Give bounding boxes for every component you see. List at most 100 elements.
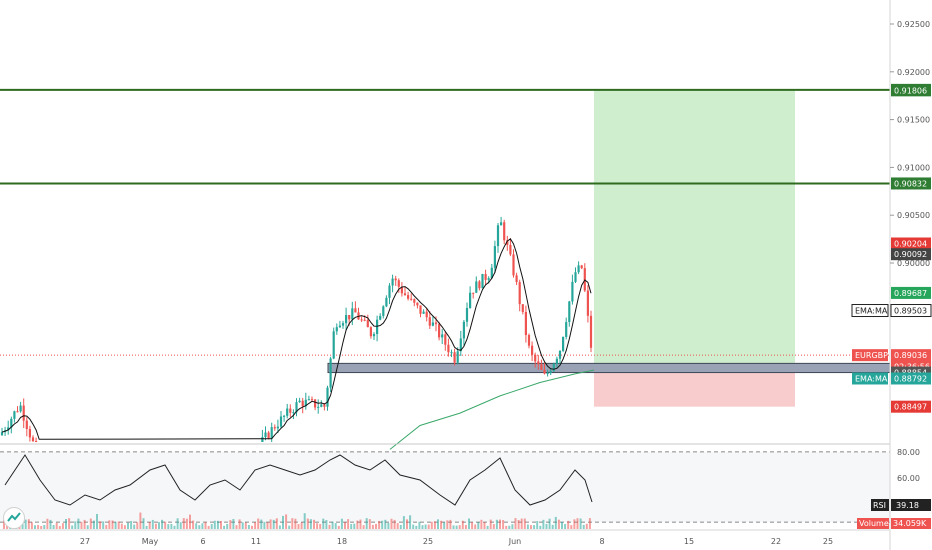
volume-bar	[108, 520, 111, 529]
volume-bar	[396, 523, 399, 529]
volume-bar	[337, 525, 340, 529]
volume-bar	[313, 519, 315, 529]
price-label-value: 0.89036	[894, 351, 927, 360]
volume-bar	[461, 520, 464, 529]
volume-bar	[303, 513, 306, 529]
candle-body	[469, 292, 472, 309]
ma-line	[389, 369, 595, 450]
volume-bar	[551, 524, 554, 529]
candle-body	[341, 323, 345, 326]
volume-bar	[120, 523, 123, 529]
price-label-prefix: EURGBP	[855, 351, 888, 360]
rsi-value-tag: RSI 39.18	[871, 499, 931, 511]
price-label-bg	[890, 304, 932, 318]
volume-bar	[207, 525, 210, 529]
volume-bar	[483, 522, 486, 529]
volume-bar	[161, 519, 164, 529]
volume-bar	[154, 523, 157, 529]
candle-body	[394, 278, 397, 281]
candle-body	[546, 373, 549, 375]
volume-bar	[251, 525, 253, 529]
candle-body	[450, 352, 453, 354]
volume-bar	[34, 525, 36, 529]
rsi-label-bg	[871, 499, 889, 511]
volume-bar	[297, 523, 300, 529]
price-label-value: 0.88792	[894, 374, 927, 383]
price-label: 0.90832	[891, 177, 931, 190]
volume-bar	[517, 520, 520, 529]
candle-body	[586, 290, 589, 316]
volume-bar	[474, 524, 477, 529]
price-label: EMA:MA 0.89503	[851, 304, 932, 318]
volume-bar	[340, 518, 343, 529]
price-axis[interactable]: 0.92500 0.92000 0.91500 0.91000 0.90500 0.900…	[889, 0, 930, 550]
volume-bar	[539, 525, 542, 529]
horizontal-levels[interactable]	[0, 88, 891, 374]
support-zone	[327, 362, 891, 374]
candle-body	[413, 299, 416, 303]
candle-body	[571, 281, 574, 302]
volume-bar	[294, 518, 297, 529]
time-axis[interactable]: 27 May 6 11 18 25 Jun 8 15 22 25	[0, 529, 890, 546]
price-label-prefix-bg	[852, 372, 888, 385]
volume-bar	[362, 525, 365, 529]
volume-bar	[61, 523, 64, 529]
price-tick-label: 0.92000	[897, 68, 930, 77]
price-label-prefix: EMA:MA	[855, 374, 888, 383]
volume-bar	[139, 512, 142, 529]
volume-bar	[220, 520, 222, 529]
candle-body	[515, 275, 518, 283]
candle-body	[292, 412, 295, 414]
candle-body	[428, 317, 431, 326]
volume-bar	[548, 518, 551, 529]
volume-bar	[151, 519, 154, 529]
volume-bar	[399, 524, 402, 529]
candle-body	[558, 350, 562, 359]
rsi-value: 39.18	[896, 501, 919, 510]
volume-bar	[409, 515, 412, 529]
volume-bar	[136, 522, 139, 529]
volume-bar	[347, 519, 350, 529]
volume-bar	[111, 520, 114, 529]
volume-bar	[384, 519, 387, 529]
price-label-bg	[891, 177, 931, 190]
volume-bar	[226, 523, 229, 529]
price-labels: 0.918110.918060.908320.902040.900920.896…	[851, 83, 932, 529]
candle-body	[28, 428, 31, 438]
candle-body	[462, 321, 465, 339]
candle-body	[314, 399, 317, 408]
long-position-tool[interactable]	[594, 90, 795, 407]
candle-body	[506, 240, 509, 245]
volume-bar	[30, 522, 33, 529]
price-label: 0.89687	[891, 286, 931, 299]
rsi-tick-label: 80.00	[897, 448, 920, 457]
candle-body	[360, 319, 363, 321]
candle-body	[276, 426, 279, 429]
volume-bar	[365, 518, 368, 529]
price-label: 0.91806	[891, 84, 931, 97]
price-label-bg	[891, 349, 931, 362]
volume-bar	[164, 521, 167, 529]
candle-body	[419, 305, 422, 314]
volume-bar	[170, 523, 173, 529]
volume-bar	[526, 524, 529, 529]
candle-body	[351, 308, 354, 320]
price-label-value: 0.88497	[894, 403, 927, 412]
volume-bar	[238, 519, 241, 529]
candle-body	[317, 406, 320, 408]
volume-bar	[102, 521, 105, 529]
time-tick-label: 22	[771, 537, 781, 546]
volume-bar	[415, 525, 418, 529]
volume-bar	[390, 518, 393, 529]
volume-bar	[440, 520, 443, 529]
tradingview-logo-icon[interactable]	[3, 507, 25, 529]
volume-bar	[99, 521, 102, 529]
volume-bar	[378, 520, 381, 529]
candle-body	[286, 408, 289, 416]
volume-bar	[418, 521, 421, 529]
volume-bar	[40, 525, 43, 529]
candle-body	[416, 302, 419, 306]
volume-bar	[263, 521, 266, 529]
volume-bar	[486, 525, 489, 529]
